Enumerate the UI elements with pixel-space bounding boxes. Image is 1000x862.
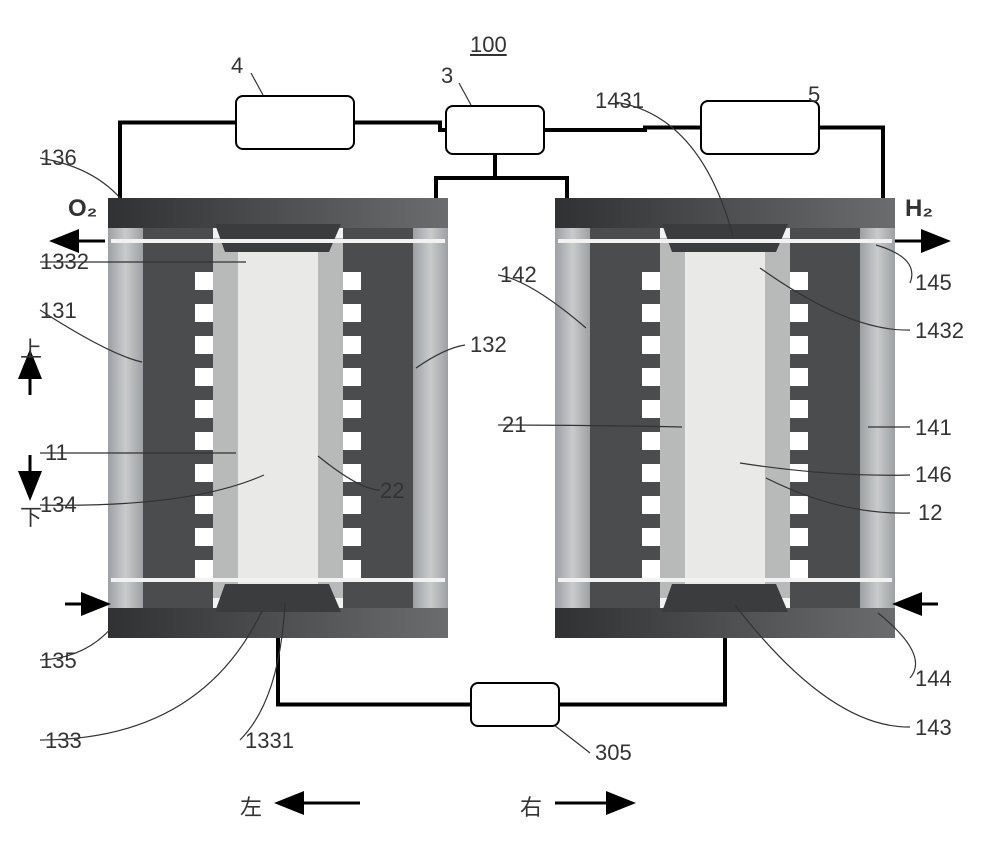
ref-3: 3	[441, 63, 453, 89]
ref-1432: 1432	[915, 318, 964, 344]
ref-144: 144	[915, 666, 952, 692]
ref-22: 22	[380, 478, 404, 504]
ref-12: 12	[918, 500, 942, 526]
ref-132: 132	[470, 332, 507, 358]
left-cell	[108, 198, 448, 638]
ref-305: 305	[595, 740, 632, 766]
top-box-5	[700, 100, 820, 155]
ref-143: 143	[915, 715, 952, 741]
ref-145: 145	[915, 270, 952, 296]
diagram-stage: 100 4 3 5 305 O₂ H₂ 上下左 右 11 22 131 132 133 134 135 136 1…	[0, 0, 1000, 862]
dir-down: 下	[20, 500, 42, 532]
ref-5: 5	[808, 82, 820, 108]
ref-135: 135	[40, 648, 77, 674]
top-box-4	[235, 95, 355, 150]
ref-131: 131	[40, 298, 77, 324]
ref-146: 146	[915, 462, 952, 488]
figure-title: 100	[470, 32, 507, 58]
bottom-box-305	[470, 682, 560, 727]
o2-label: O₂	[68, 195, 97, 223]
ref-134: 134	[40, 492, 77, 518]
dir-right: 右	[520, 790, 542, 822]
ref-142: 142	[500, 262, 537, 288]
ref-4: 4	[231, 53, 243, 79]
ref-136: 136	[40, 145, 77, 171]
top-box-3	[445, 105, 545, 155]
dir-left: 左	[240, 790, 262, 822]
ref-133: 133	[45, 728, 82, 754]
ref-1431: 1431	[595, 88, 644, 114]
h2-label: H₂	[905, 195, 933, 223]
ref-141: 141	[915, 415, 952, 441]
dir-up: 上	[20, 332, 42, 364]
ref-1331: 1331	[245, 728, 294, 754]
right-cell	[555, 198, 895, 638]
ref-11: 11	[45, 440, 68, 466]
ref-21: 21	[502, 412, 526, 438]
ref-1332: 1332	[40, 249, 89, 275]
